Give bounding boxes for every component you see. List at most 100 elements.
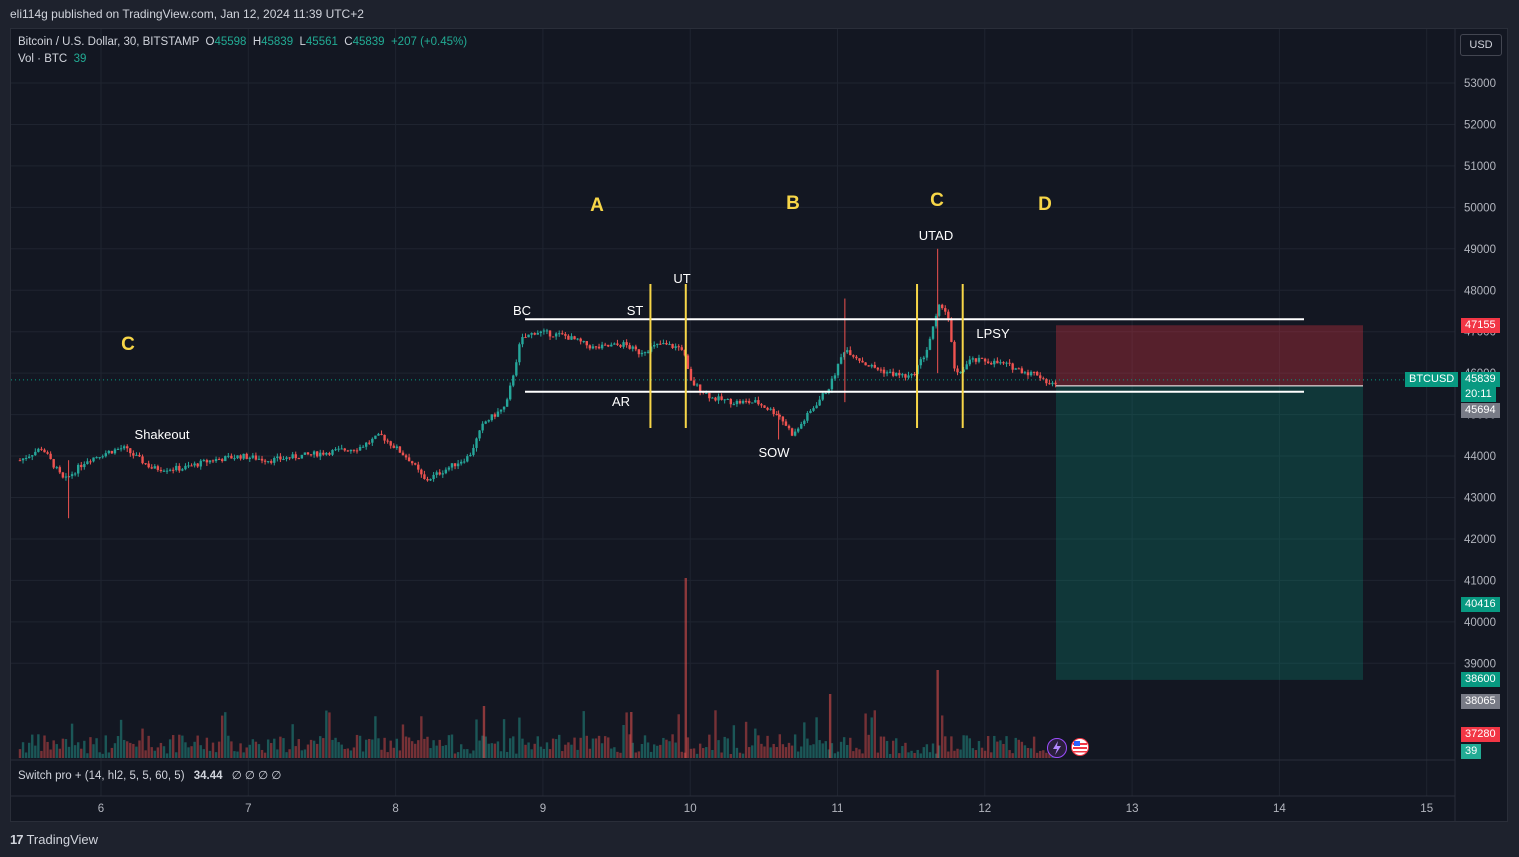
candle-body — [907, 375, 910, 378]
volume-bar — [567, 742, 570, 758]
volume-bar — [990, 752, 993, 758]
volume-bar — [469, 753, 472, 758]
volume-bar — [855, 747, 858, 758]
us-flag-icon[interactable] — [1071, 738, 1089, 756]
candle-body — [993, 360, 996, 365]
volume-bar — [787, 742, 791, 758]
badge-target-top: 47155 — [1461, 318, 1500, 333]
candle-body — [266, 461, 270, 463]
candle-body — [315, 451, 319, 457]
symbol-title[interactable]: Bitcoin / U.S. Dollar, 30, BITSTAMP — [18, 36, 200, 48]
candle-body — [401, 452, 405, 456]
candle-body — [711, 397, 714, 399]
candle-body — [178, 465, 181, 471]
volume-bar — [297, 739, 300, 758]
candle-body — [554, 333, 558, 337]
volume-bar — [505, 751, 509, 758]
indicator-placeholders: ∅ ∅ ∅ ∅ — [231, 770, 282, 782]
indicator-legend[interactable]: Switch pro + (14, hl2, 5, 5, 60, 5) 34.4… — [18, 768, 281, 782]
candle-body — [898, 372, 901, 376]
volume-bar — [496, 741, 500, 758]
candle-body — [288, 457, 291, 459]
volume-bar — [852, 751, 855, 758]
volume-bar — [891, 740, 895, 758]
candle-body — [901, 374, 904, 376]
volume-bar — [545, 742, 549, 758]
candle-body — [1026, 372, 1030, 376]
volume-label[interactable]: Vol · BTC — [18, 53, 68, 65]
badge-last-price: 45839 — [1461, 372, 1500, 387]
candle-body — [665, 343, 668, 345]
volume-bar — [438, 739, 441, 758]
volume-bar — [508, 738, 512, 758]
volume-bar — [741, 753, 745, 758]
candle-body — [208, 460, 212, 463]
candle-body — [763, 405, 766, 408]
candle-body — [282, 459, 285, 461]
volume-bar — [677, 714, 680, 758]
volume-bar — [751, 745, 754, 758]
candle-body — [944, 308, 947, 312]
volume-bar — [420, 716, 423, 758]
x-tick-label: 13 — [1126, 803, 1139, 815]
candle-body — [392, 445, 395, 448]
candle-body — [628, 345, 631, 349]
event-label: AR — [612, 394, 630, 409]
candle-body — [331, 449, 334, 455]
volume-bar — [144, 750, 147, 758]
volume-bar — [178, 734, 181, 758]
volume-bar — [257, 744, 261, 758]
tradingview-logo[interactable]: 17 TradingView — [10, 832, 99, 847]
currency-button[interactable]: USD — [1460, 34, 1502, 56]
candle-body — [300, 454, 304, 459]
volume-bar — [747, 747, 751, 758]
volume-bar — [401, 724, 405, 758]
event-label: ST — [627, 303, 644, 318]
volume-bar — [478, 740, 481, 758]
volume-bar — [98, 752, 101, 758]
volume-bar — [165, 753, 169, 758]
volume-bar — [735, 747, 739, 758]
candle-body — [956, 368, 959, 373]
candle-body — [603, 344, 607, 346]
volume-bar — [389, 740, 392, 758]
volume-bar — [934, 753, 938, 758]
candle-body — [876, 367, 880, 370]
candle-body — [410, 461, 414, 464]
volume-bar — [395, 738, 399, 758]
volume-bar — [291, 724, 294, 758]
volume-bar — [113, 743, 117, 758]
candle-body — [34, 451, 37, 456]
candle-body — [236, 455, 239, 459]
candle-body — [1008, 362, 1011, 364]
indicator-label[interactable]: Switch pro + (14, hl2, 5, 5, 60, 5) — [18, 770, 185, 782]
volume-bar — [175, 752, 178, 758]
volume-bar — [343, 748, 346, 758]
y-tick-label: 50000 — [1464, 202, 1496, 214]
volume-bar — [441, 745, 444, 758]
volume-bar — [732, 725, 736, 758]
candle-body — [420, 469, 423, 475]
lightning-icon[interactable] — [1047, 738, 1067, 758]
volume-bar — [392, 747, 395, 758]
volume-bar — [717, 740, 720, 758]
volume-bar — [512, 736, 515, 758]
volume-bar — [548, 749, 552, 758]
volume-bar — [285, 752, 288, 758]
volume-bar — [502, 719, 506, 758]
chart-frame[interactable] — [10, 28, 1508, 822]
candle-body — [493, 414, 497, 417]
volume-bar — [944, 736, 947, 758]
volume-bar — [171, 735, 175, 758]
candle-body — [530, 333, 533, 335]
badge-volume-red: 37280 — [1461, 727, 1500, 742]
candle-body — [86, 461, 89, 465]
event-label: BC — [513, 303, 531, 318]
volume-bar — [576, 749, 579, 758]
volume-bar — [809, 745, 812, 758]
volume-bar — [585, 735, 588, 758]
candle-body — [276, 456, 279, 458]
volume-bar — [150, 747, 153, 758]
candle-body — [983, 358, 987, 362]
